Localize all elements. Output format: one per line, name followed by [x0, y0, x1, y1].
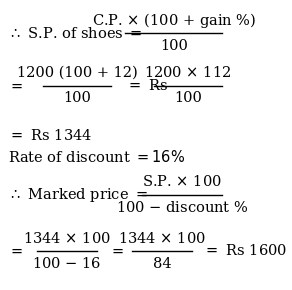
Text: C.P. $\times$ (100 + gain %): C.P. $\times$ (100 + gain %): [91, 11, 256, 30]
Text: $=$: $=$: [8, 79, 24, 93]
Text: $=$ Rs 1600: $=$ Rs 1600: [203, 244, 287, 258]
Text: 100 $-$ 16: 100 $-$ 16: [32, 256, 102, 271]
Text: 100: 100: [63, 91, 91, 106]
Text: 1200 $\times$ 112: 1200 $\times$ 112: [144, 65, 232, 80]
Text: 1344 $\times$ 100: 1344 $\times$ 100: [118, 231, 206, 246]
Text: S.P. $\times$ 100: S.P. $\times$ 100: [142, 174, 222, 189]
Text: $\therefore$ S.P. of shoes $=$: $\therefore$ S.P. of shoes $=$: [8, 26, 142, 41]
Text: 1344 $\times$ 100: 1344 $\times$ 100: [23, 231, 111, 246]
Text: 100 $-$ discount %: 100 $-$ discount %: [116, 200, 248, 215]
Text: $=$: $=$: [109, 244, 124, 258]
Text: Rate of discount $= 16\%$: Rate of discount $= 16\%$: [8, 149, 185, 165]
Text: 100: 100: [174, 91, 202, 106]
Text: 100: 100: [160, 39, 188, 53]
Text: 84: 84: [153, 257, 171, 271]
Text: 1200 (100 + 12): 1200 (100 + 12): [17, 66, 138, 80]
Text: $=$: $=$: [8, 244, 24, 258]
Text: $=$ Rs: $=$ Rs: [126, 78, 168, 93]
Text: $\therefore$ Marked price $=$: $\therefore$ Marked price $=$: [8, 186, 148, 204]
Text: $=$ Rs 1344: $=$ Rs 1344: [8, 128, 92, 143]
